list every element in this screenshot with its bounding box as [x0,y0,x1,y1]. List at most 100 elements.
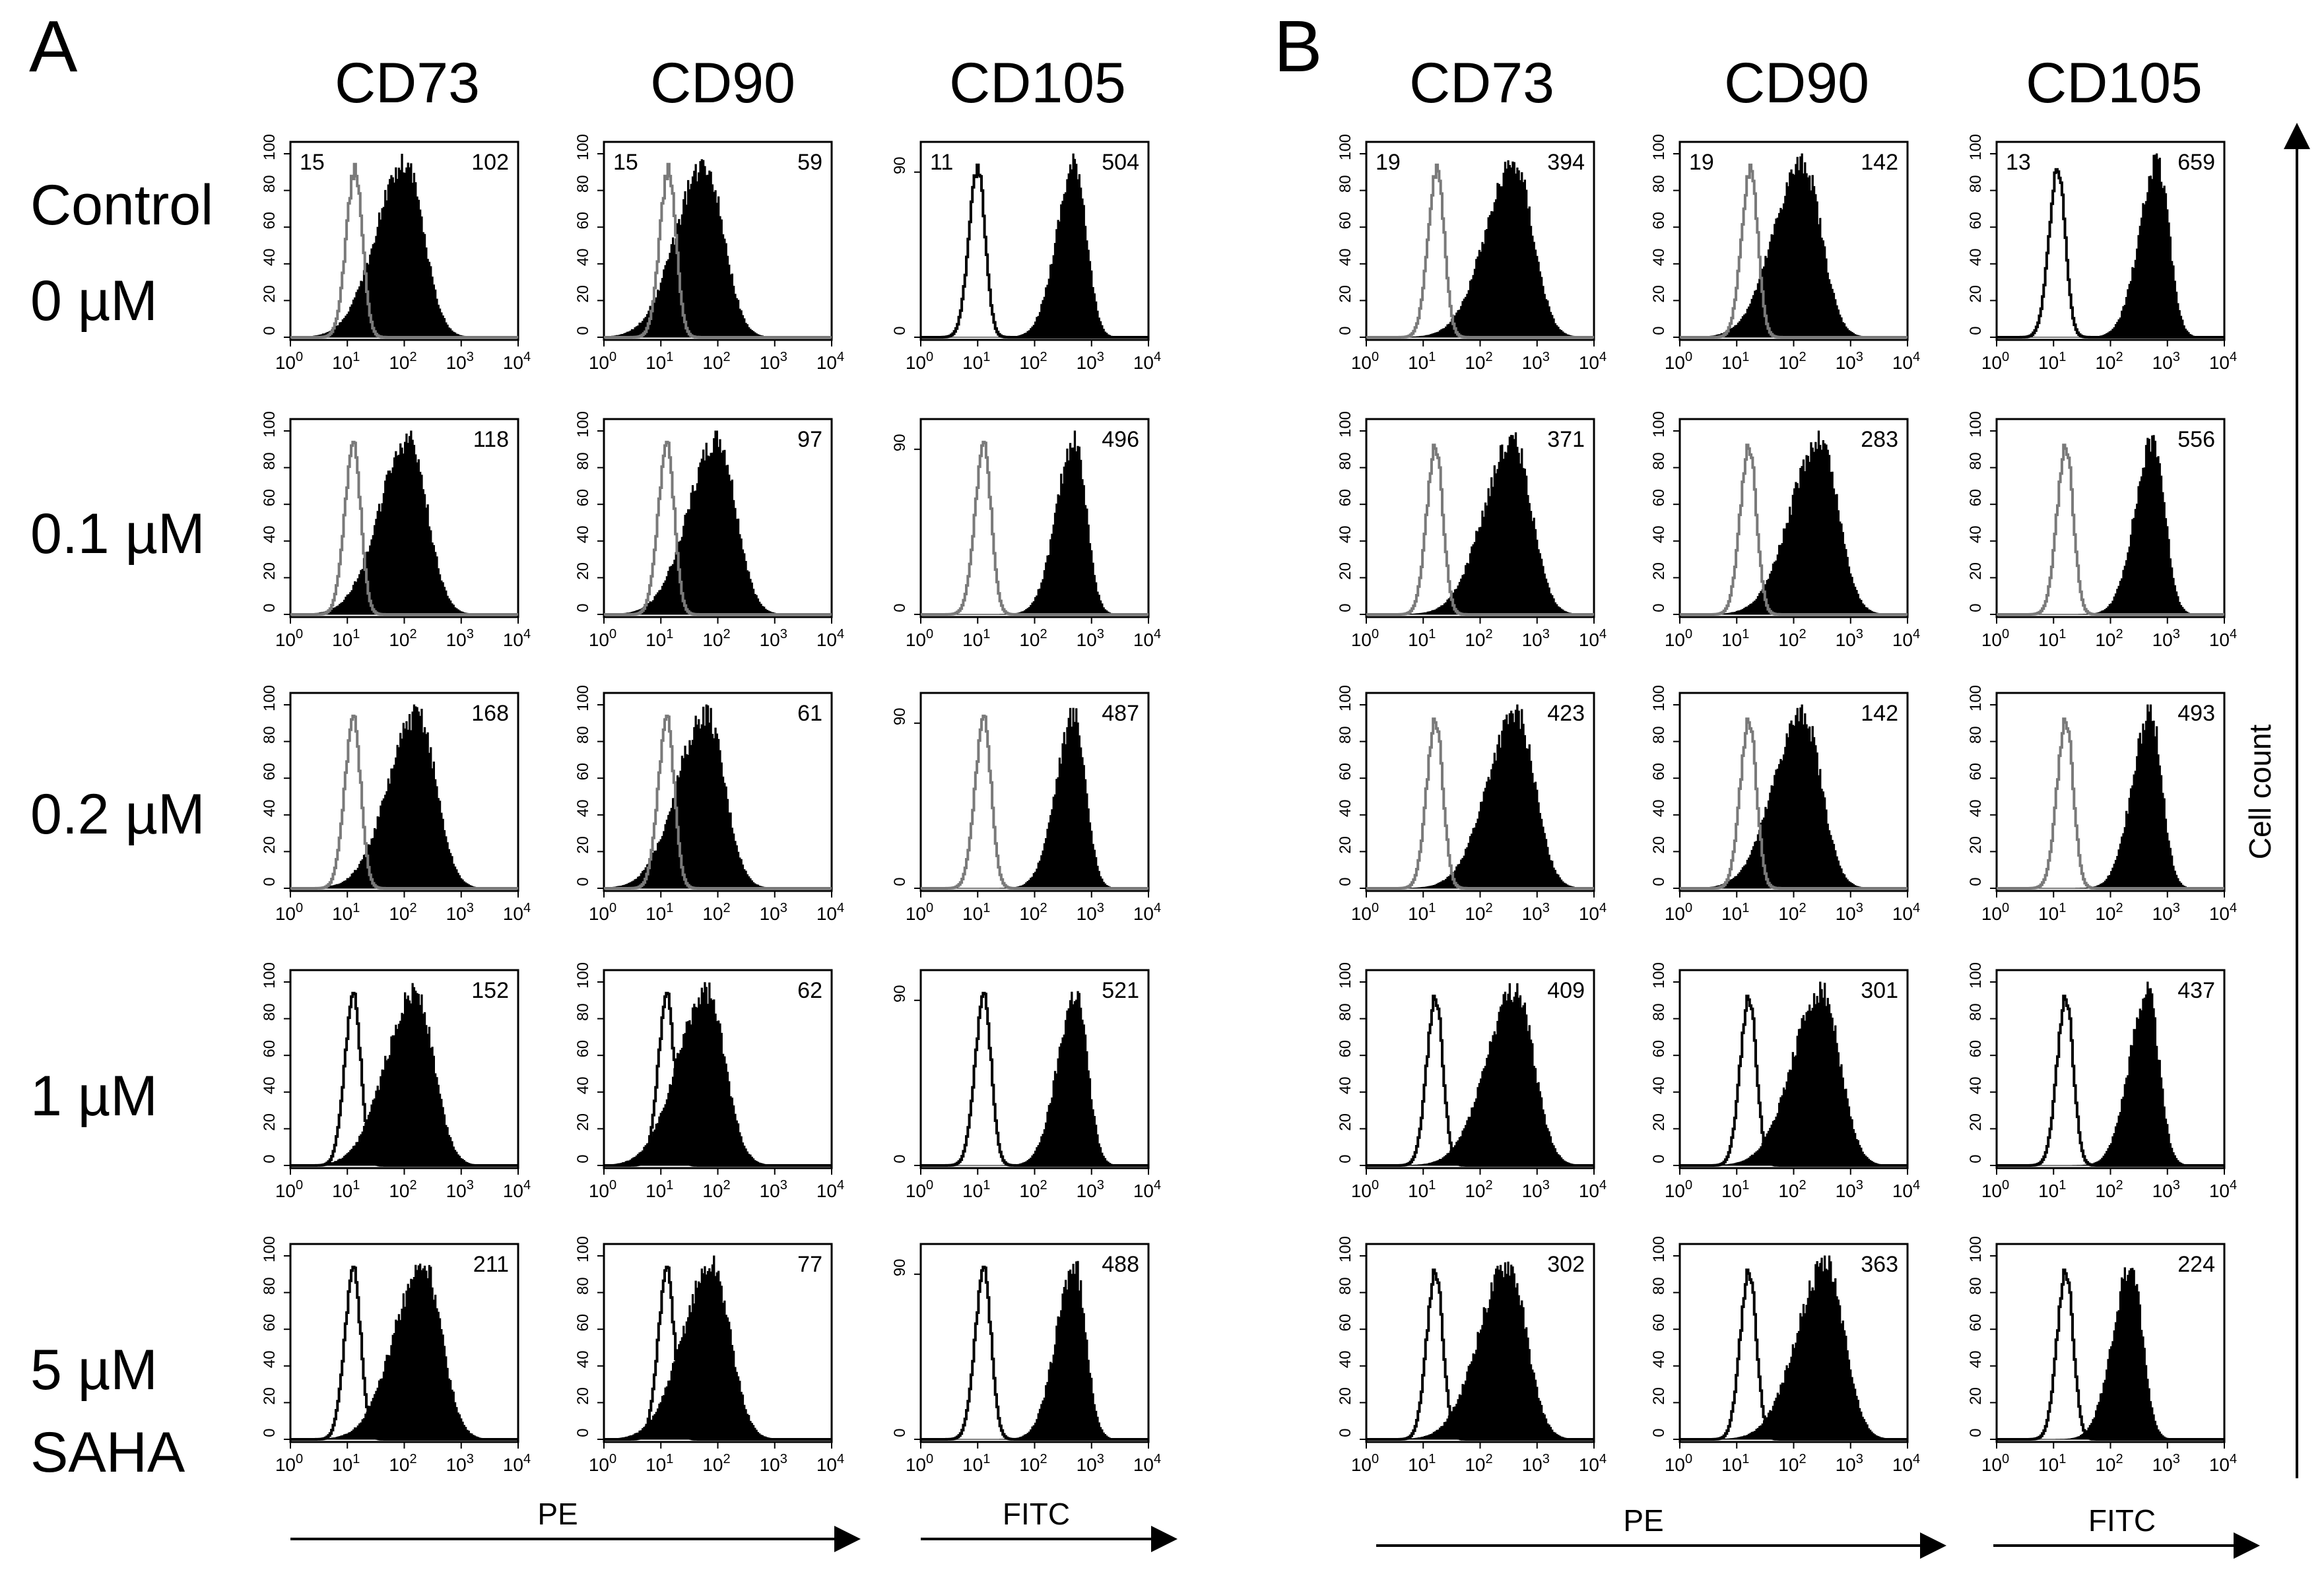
y-tick-label: 20 [1337,1113,1354,1131]
x-tick-label: 100 [906,627,933,650]
y-tick-label: 40 [574,1350,592,1368]
panel-letter-b: B [1274,6,1322,87]
control-histogram [1680,163,1908,339]
histogram-cell: 0 20 40 60 80 100 100 101 102 103 104 437 [1967,962,2237,1201]
row-label-1-um: 1 µM [30,1064,158,1128]
y-tick-label: 40 [261,248,279,266]
x-tick-label: 104 [1579,350,1607,373]
histogram-cell: 0 20 40 60 80 100 100 101 102 103 104 302 [1337,1236,1607,1475]
histogram-cell: 0 20 40 60 80 100 100 101 102 103 104 19 142 [1650,134,1920,373]
y-tick-label: 40 [1650,1076,1668,1094]
x-tick-label: 102 [1465,1452,1492,1475]
sample-mfi-label: 97 [797,427,822,452]
y-tick-label: 0 [1650,877,1668,886]
histogram-cell: 0 90 100 101 102 103 104 488 [891,1243,1161,1475]
y-tick-label: 20 [1967,1113,1985,1131]
x-tick-label: 100 [589,350,616,373]
control-histogram [1997,443,2224,616]
cell-count-label: Cell count [2243,725,2277,860]
x-tick-label: 104 [2209,1178,2237,1201]
x-tick-label: 101 [1721,627,1749,650]
x-tick-label: 102 [2095,1178,2123,1201]
x-tick-label: 104 [816,1452,844,1475]
y-tick-label: 80 [574,452,592,470]
x-tick-label: 101 [2038,1178,2066,1201]
plot-frame [919,692,1150,892]
x-tick-label: 104 [1133,1178,1161,1201]
sample-mfi-label: 423 [1547,701,1585,726]
x-tick-label: 103 [1836,1452,1863,1475]
x-tick-label: 101 [962,627,990,650]
control-mfi-label: 15 [300,150,325,175]
x-tick-label: 102 [1778,1452,1806,1475]
x-tick-label: 104 [1579,1452,1607,1475]
y-tick-label: 40 [574,248,592,266]
x-tick-label: 101 [2038,1452,2066,1475]
y-tick-label: 20 [574,836,592,854]
x-tick-label: 100 [1351,350,1379,373]
sample-histogram [290,983,518,1166]
y-tick-label: 80 [1337,1277,1354,1295]
y-tick-label: 20 [261,1387,279,1405]
y-tick-label: 0 [891,1428,909,1437]
y-tick-label: 100 [1337,1236,1354,1262]
sample-mfi-label: 152 [471,978,509,1003]
y-tick-label: 20 [1650,1113,1668,1131]
y-tick-label: 20 [574,1387,592,1405]
control-histogram [604,440,832,616]
y-tick-label: 60 [261,1314,279,1332]
sample-mfi-label: 521 [1102,978,1139,1003]
x-tick-label: 100 [1981,901,2009,924]
x-tick-label: 100 [1351,1178,1379,1201]
y-tick-label: 0 [891,326,909,335]
y-tick-label: 60 [1650,763,1668,781]
y-tick-label: 0 [261,603,279,612]
x-tick-label: 103 [1077,1452,1104,1475]
x-tick-label: 102 [1019,1178,1047,1201]
y-tick-label: 60 [261,489,279,507]
y-tick-label: 20 [261,1113,279,1131]
y-tick-label: 40 [1337,1076,1354,1094]
y-tick-label: 100 [261,134,279,160]
control-histogram [604,991,832,1167]
x-tick-label: 101 [1721,901,1749,924]
x-tick-label: 102 [1465,627,1492,650]
y-tick-label: 40 [1967,248,1985,266]
x-tick-label: 103 [1836,901,1863,924]
x-tick-label: 104 [1579,901,1607,924]
x-tick-label: 103 [2152,1452,2180,1475]
control-mfi-label: 15 [613,150,638,175]
sample-mfi-label: 363 [1861,1252,1898,1277]
x-tick-label: 104 [1892,901,1920,924]
y-tick-label: 20 [1967,562,1985,580]
y-tick-label: 60 [574,1314,592,1332]
y-tick-label: 80 [261,726,279,744]
plot-frame [919,1243,1150,1443]
y-tick-label: 0 [891,1154,909,1163]
x-tick-label: 100 [589,1178,616,1201]
x-tick-label: 104 [1892,1178,1920,1201]
x-tick-label: 100 [275,901,303,924]
column-header-a-cd105: CD105 [949,51,1126,115]
x-tick-label: 104 [503,350,531,373]
control-histogram [1680,995,1908,1167]
sample-mfi-label: 62 [797,978,822,1003]
control-histogram [1680,1268,1908,1441]
sample-mfi-label: 394 [1547,150,1585,175]
histogram-cell: 0 90 100 101 102 103 104 11 504 [891,141,1161,373]
x-tick-label: 104 [503,627,531,650]
x-tick-label: 102 [1019,1452,1047,1475]
y-tick-label: 80 [1967,1003,1985,1021]
control-histogram [604,162,832,339]
sample-histogram [1680,153,1908,338]
histogram-cell: 0 20 40 60 80 100 100 101 102 103 104 142 [1650,685,1920,924]
sample-histogram [1366,1261,1594,1440]
sample-mfi-label: 409 [1547,978,1585,1003]
y-tick-label: 40 [1337,525,1354,543]
control-histogram [1366,995,1594,1167]
y-tick-label: 60 [1337,1040,1354,1058]
y-tick-label: 20 [1337,562,1354,580]
y-tick-label: 0 [891,603,909,612]
sample-mfi-label: 142 [1861,701,1898,726]
column-header-a-cd73: CD73 [335,51,480,115]
